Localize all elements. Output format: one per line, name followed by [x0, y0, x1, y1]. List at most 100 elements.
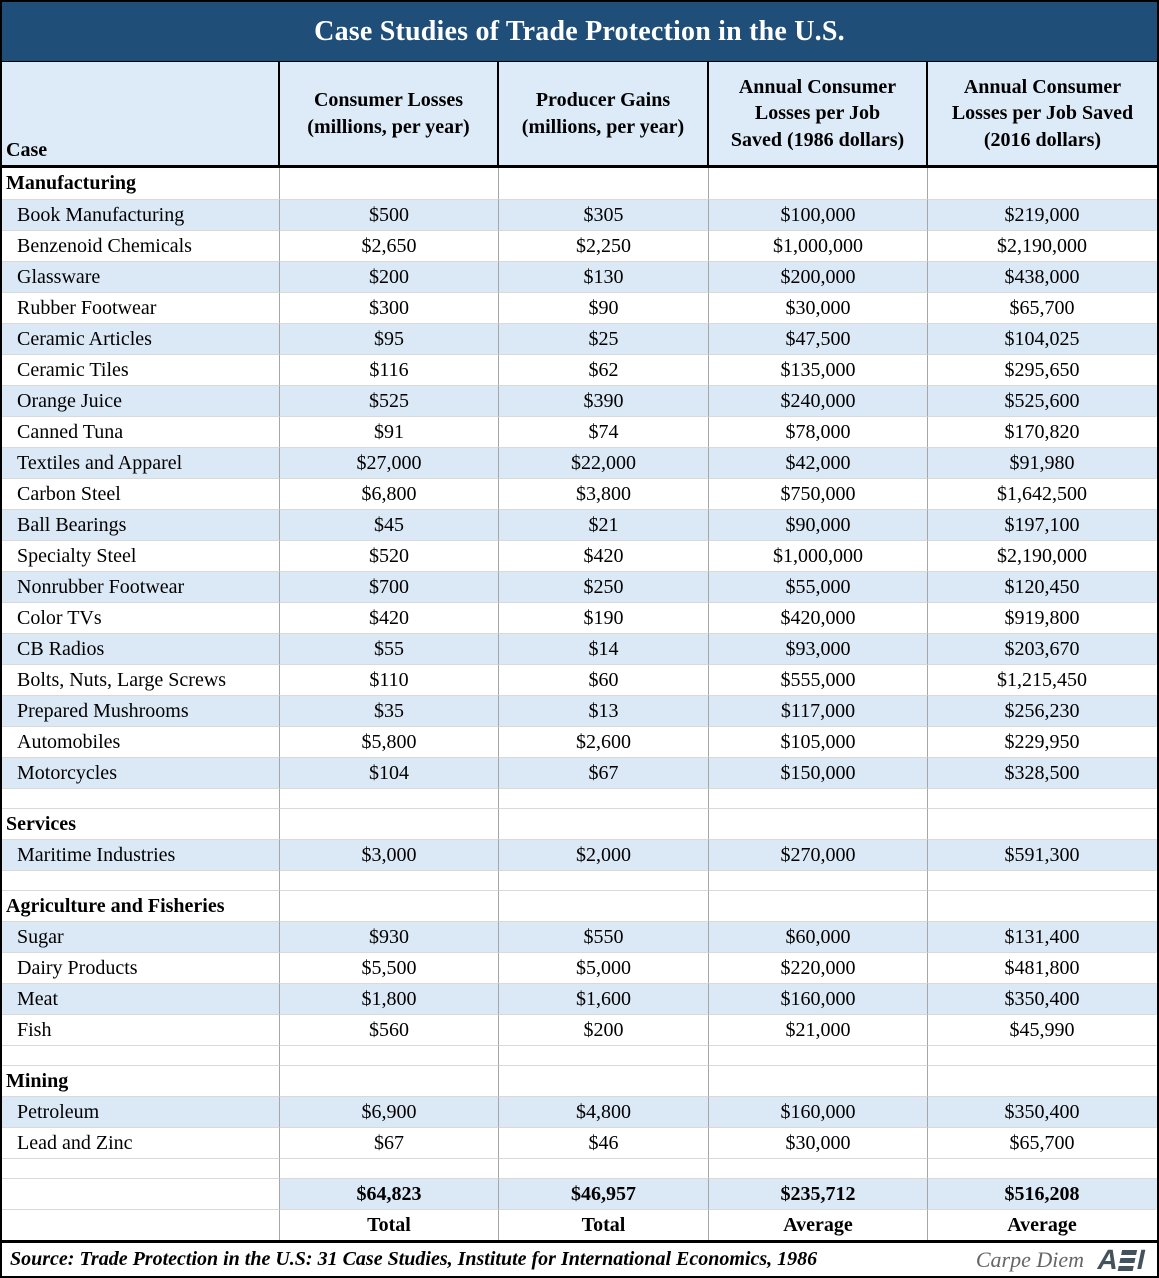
value-cell: $110	[280, 664, 499, 695]
value-cell: $74	[499, 416, 709, 447]
value-cell: Total	[280, 1209, 499, 1240]
value-cell: $420	[499, 540, 709, 571]
value-cell	[709, 870, 928, 890]
table-header-row: Case Consumer Losses (millions, per year…	[2, 62, 1157, 168]
value-cell: $516,208	[928, 1178, 1157, 1209]
value-cell: $2,190,000	[928, 540, 1157, 571]
value-cell	[499, 890, 709, 921]
case-cell: Orange Juice	[2, 385, 280, 416]
value-cell: $219,000	[928, 199, 1157, 230]
data-row: Glassware $200 $130 $200,000 $438,000	[2, 261, 1157, 292]
data-row: Benzenoid Chemicals $2,650 $2,250 $1,000,00…	[2, 230, 1157, 261]
value-cell: $47,500	[709, 323, 928, 354]
value-cell: $295,650	[928, 354, 1157, 385]
data-row: Sugar $930 $550 $60,000 $131,400	[2, 921, 1157, 952]
value-cell: $328,500	[928, 757, 1157, 788]
value-cell: $481,800	[928, 952, 1157, 983]
value-cell: $62	[499, 354, 709, 385]
case-cell: Dairy Products	[2, 952, 280, 983]
case-cell: Motorcycles	[2, 757, 280, 788]
value-cell	[928, 1158, 1157, 1178]
value-cell: $35	[280, 695, 499, 726]
data-row: Fish $560 $200 $21,000 $45,990	[2, 1014, 1157, 1045]
value-cell: $240,000	[709, 385, 928, 416]
value-cell: Total	[499, 1209, 709, 1240]
value-cell: $256,230	[928, 695, 1157, 726]
value-cell: $2,600	[499, 726, 709, 757]
section-row: Mining	[2, 1065, 1157, 1096]
value-cell: $30,000	[709, 1127, 928, 1158]
value-cell: $5,800	[280, 726, 499, 757]
value-cell: $91	[280, 416, 499, 447]
value-cell	[499, 168, 709, 199]
value-cell: $520	[280, 540, 499, 571]
case-cell: Nonrubber Footwear	[2, 571, 280, 602]
data-row: Bolts, Nuts, Large Screws $110 $60 $555,000…	[2, 664, 1157, 695]
value-cell	[928, 168, 1157, 199]
case-cell: Specialty Steel	[2, 540, 280, 571]
blank-row	[2, 870, 1157, 890]
value-cell: $5,000	[499, 952, 709, 983]
case-cell: CB Radios	[2, 633, 280, 664]
case-cell: Canned Tuna	[2, 416, 280, 447]
case-cell: Rubber Footwear	[2, 292, 280, 323]
value-cell	[280, 1065, 499, 1096]
value-cell: $45,990	[928, 1014, 1157, 1045]
value-cell	[499, 1065, 709, 1096]
value-cell: $919,800	[928, 602, 1157, 633]
value-cell: $3,800	[499, 478, 709, 509]
value-cell: $6,900	[280, 1096, 499, 1127]
data-row: Book Manufacturing $500 $305 $100,000 $219,0…	[2, 199, 1157, 230]
case-cell: Automobiles	[2, 726, 280, 757]
value-cell: $67	[280, 1127, 499, 1158]
value-cell: $130	[499, 261, 709, 292]
column-header-consumer-losses: Consumer Losses (millions, per year)	[280, 62, 499, 165]
value-cell: $197,100	[928, 509, 1157, 540]
value-cell	[928, 1045, 1157, 1065]
case-cell: Glassware	[2, 261, 280, 292]
value-cell: $1,800	[280, 983, 499, 1014]
data-row: Petroleum $6,900 $4,800 $160,000 $350,400	[2, 1096, 1157, 1127]
value-cell	[280, 168, 499, 199]
value-cell: $1,000,000	[709, 540, 928, 571]
value-cell: $350,400	[928, 983, 1157, 1014]
section-row: Agriculture and Fisheries	[2, 890, 1157, 921]
data-row: Lead and Zinc $67 $46 $30,000 $65,700	[2, 1127, 1157, 1158]
value-cell: $120,450	[928, 571, 1157, 602]
value-cell: $2,000	[499, 839, 709, 870]
source-note: Source: Trade Protection in the U.S: 31 …	[10, 1248, 818, 1270]
value-cell: $131,400	[928, 921, 1157, 952]
value-cell: $270,000	[709, 839, 928, 870]
value-cell	[709, 1065, 928, 1096]
case-cell	[2, 870, 280, 890]
blank-row	[2, 1045, 1157, 1065]
value-cell: $305	[499, 199, 709, 230]
value-cell: $104	[280, 757, 499, 788]
value-cell: $21,000	[709, 1014, 928, 1045]
data-row: Nonrubber Footwear $700 $250 $55,000 $120,45…	[2, 571, 1157, 602]
value-cell	[928, 890, 1157, 921]
value-cell: $78,000	[709, 416, 928, 447]
value-cell: $229,950	[928, 726, 1157, 757]
value-cell	[709, 1158, 928, 1178]
value-cell: $65,700	[928, 292, 1157, 323]
value-cell: $150,000	[709, 757, 928, 788]
value-cell: $160,000	[709, 1096, 928, 1127]
value-cell: $100,000	[709, 199, 928, 230]
case-cell: Ceramic Articles	[2, 323, 280, 354]
value-cell: $64,823	[280, 1178, 499, 1209]
value-cell: $90	[499, 292, 709, 323]
case-cell: Meat	[2, 983, 280, 1014]
value-cell: $67	[499, 757, 709, 788]
value-cell	[280, 788, 499, 808]
value-cell	[280, 890, 499, 921]
value-cell: $14	[499, 633, 709, 664]
case-cell: Bolts, Nuts, Large Screws	[2, 664, 280, 695]
data-row: Canned Tuna $91 $74 $78,000 $170,820	[2, 416, 1157, 447]
value-cell: $3,000	[280, 839, 499, 870]
value-cell	[928, 870, 1157, 890]
value-cell: $250	[499, 571, 709, 602]
data-row: CB Radios $55 $14 $93,000 $203,670	[2, 633, 1157, 664]
value-cell: $235,712	[709, 1178, 928, 1209]
value-cell: $4,800	[499, 1096, 709, 1127]
